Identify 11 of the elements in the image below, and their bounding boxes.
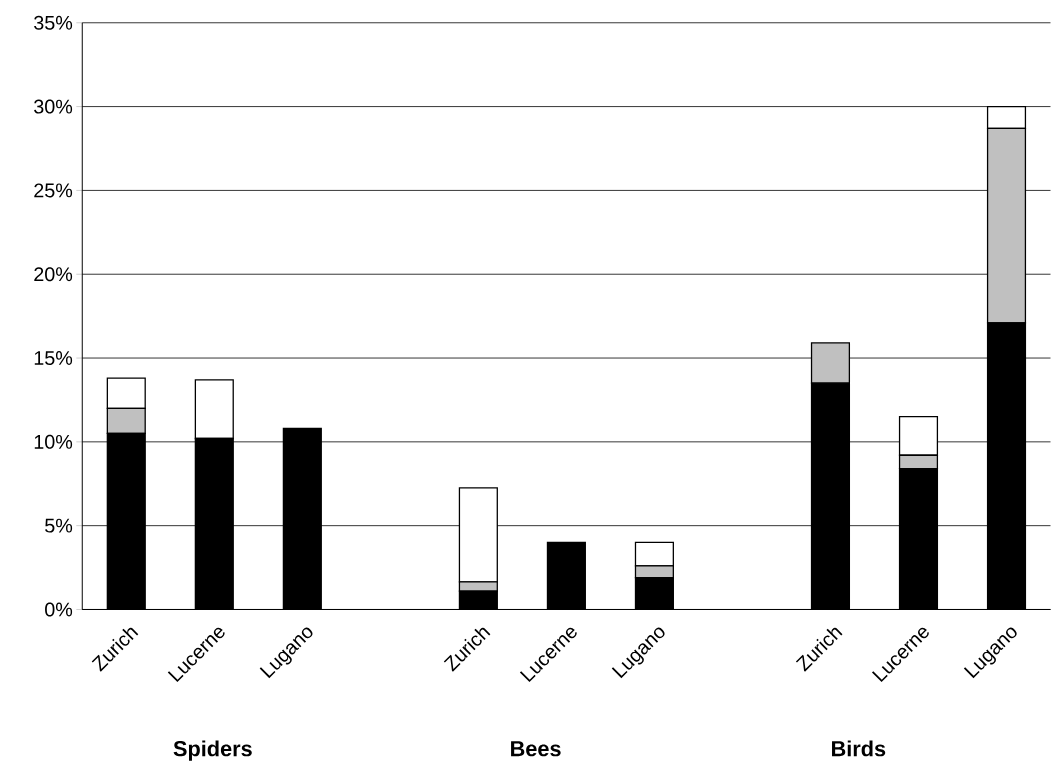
- y-tick-label: 5%: [45, 518, 73, 533]
- y-tick-label: 15%: [34, 351, 73, 366]
- y-tick-label: 35%: [34, 15, 73, 30]
- text: Spiders: [173, 740, 252, 761]
- text: Bees: [511, 741, 561, 757]
- y-tick-label: 25%: [34, 183, 73, 198]
- y-tick-label: 10%: [34, 434, 73, 449]
- y-tick-label: 20%: [34, 267, 73, 282]
- y-tick-label: 0%: [45, 602, 73, 617]
- y-tick-label: 30%: [34, 99, 73, 114]
- text: Birds: [832, 740, 886, 757]
